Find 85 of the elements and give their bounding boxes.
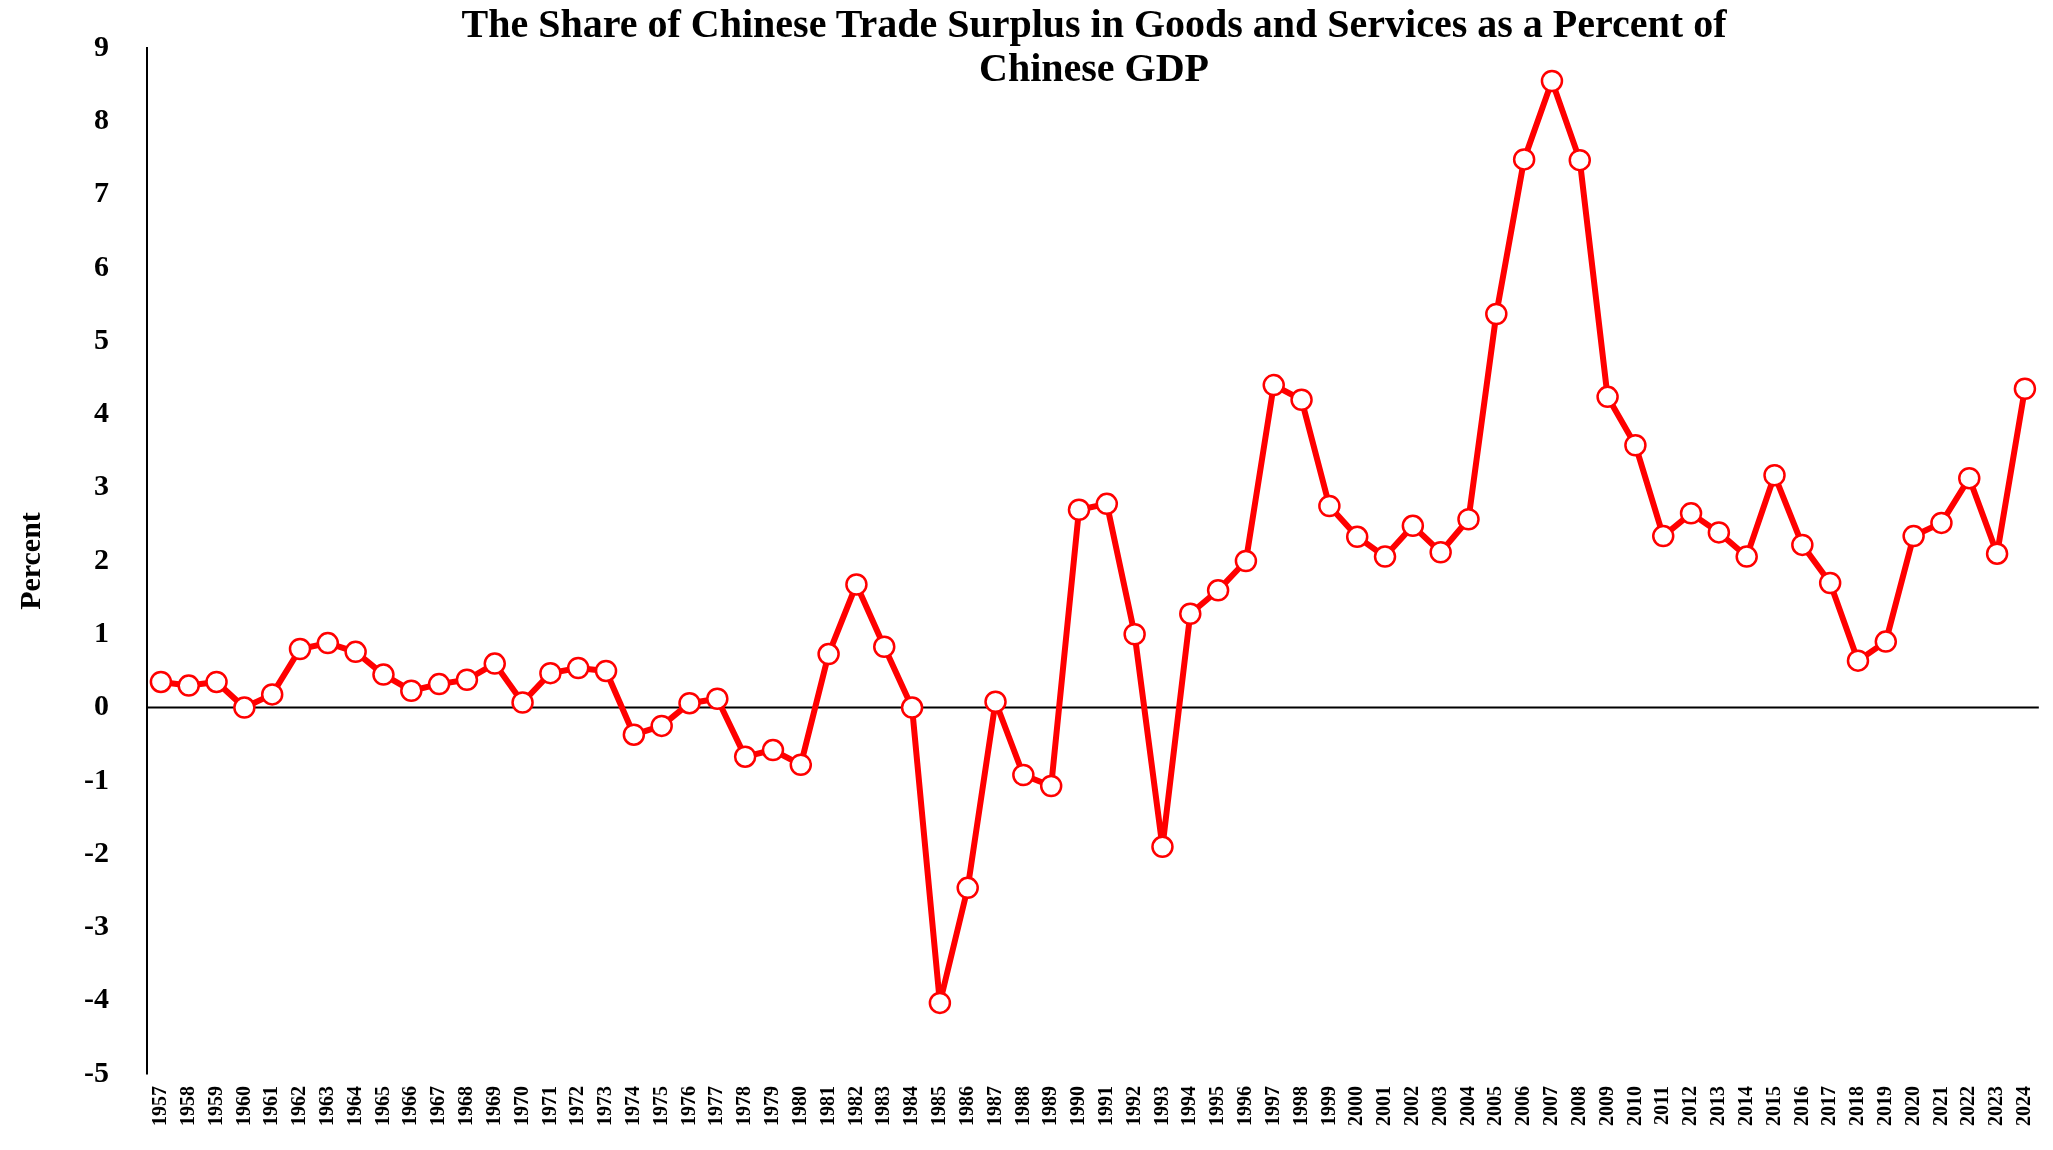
x-tick-label: 1960 xyxy=(231,1086,254,1126)
chart-title: The Share of Chinese Trade Surplus in Goods and Services as a Percent of Chinese GDP xyxy=(460,1,1728,90)
x-tick-label: 1966 xyxy=(398,1086,421,1126)
x-tick-label: 1978 xyxy=(732,1086,755,1126)
x-tick-label: 2001 xyxy=(1372,1086,1395,1126)
x-tick-label: 1961 xyxy=(259,1086,282,1126)
x-tick-label: 1986 xyxy=(954,1086,977,1126)
y-axis-title: Percent xyxy=(12,512,46,610)
x-tick-label: 1973 xyxy=(593,1086,616,1126)
x-tick-label: 1987 xyxy=(982,1086,1005,1126)
x-tick-label: 1984 xyxy=(899,1086,922,1126)
y-tick-label: 0 xyxy=(93,688,109,722)
x-tick-label: 2002 xyxy=(1400,1086,1423,1126)
x-tick-label: 1994 xyxy=(1177,1086,1200,1126)
x-tick-label: 1990 xyxy=(1066,1086,1089,1126)
x-tick-label: 1974 xyxy=(621,1086,644,1126)
x-tick-label: 1998 xyxy=(1288,1086,1311,1126)
x-tick-label: 1971 xyxy=(537,1086,560,1126)
x-tick-label: 2017 xyxy=(1817,1086,1840,1126)
x-tick-label: 1985 xyxy=(927,1086,950,1126)
x-tick-label: 1989 xyxy=(1038,1086,1061,1126)
x-tick-label: 2022 xyxy=(1956,1086,1979,1126)
y-tick-label: -1 xyxy=(83,761,109,795)
x-tick-label: 1979 xyxy=(760,1086,783,1126)
x-tick-label: 1962 xyxy=(287,1086,310,1126)
x-tick-label: 2023 xyxy=(1984,1086,2007,1126)
x-tick-label: 1957 xyxy=(148,1086,171,1126)
x-tick-label: 1975 xyxy=(648,1086,671,1126)
x-tick-label: 2012 xyxy=(1678,1086,1701,1126)
x-tick-label: 1999 xyxy=(1316,1086,1339,1126)
x-tick-label: 2020 xyxy=(1900,1086,1923,1126)
y-tick-label: 8 xyxy=(93,102,109,136)
x-tick-label: 2005 xyxy=(1483,1086,1506,1126)
x-tick-label: 1970 xyxy=(509,1086,532,1126)
x-tick-label: 1993 xyxy=(1149,1086,1172,1126)
x-tick-label: 2003 xyxy=(1427,1086,1450,1126)
x-tick-label: 2015 xyxy=(1761,1086,1784,1126)
y-tick-label: 9 xyxy=(93,28,109,62)
x-tick-label: 1959 xyxy=(203,1086,226,1126)
y-tick-label: 1 xyxy=(93,615,109,649)
y-tick-label: -4 xyxy=(83,981,109,1015)
y-tick-label: 4 xyxy=(93,395,109,429)
x-tick-label: 1997 xyxy=(1260,1086,1283,1126)
y-tick-label: 7 xyxy=(93,175,109,209)
x-tick-label: 1980 xyxy=(787,1086,810,1126)
y-tick-label: 2 xyxy=(93,541,109,575)
x-tick-label: 2010 xyxy=(1622,1086,1645,1126)
x-tick-label: 2004 xyxy=(1455,1086,1478,1126)
y-tick-label: 6 xyxy=(93,248,109,282)
x-tick-label: 2000 xyxy=(1344,1086,1367,1126)
y-tick-label: -3 xyxy=(83,908,109,942)
x-tick-label: 1983 xyxy=(871,1086,894,1126)
x-tick-label: 2007 xyxy=(1539,1086,1562,1126)
x-tick-label: 2014 xyxy=(1733,1086,1756,1126)
x-tick-label: 1996 xyxy=(1233,1086,1256,1126)
x-tick-label: 2024 xyxy=(2012,1086,2035,1126)
x-tick-label: 1967 xyxy=(426,1086,449,1126)
x-tick-label: 1991 xyxy=(1093,1086,1116,1126)
x-tick-label: 1981 xyxy=(815,1086,838,1126)
x-tick-label: 1968 xyxy=(454,1086,477,1126)
x-tick-label: 1995 xyxy=(1205,1086,1228,1126)
x-tick-label: 1982 xyxy=(843,1086,866,1126)
x-tick-label: 1977 xyxy=(704,1086,727,1126)
x-tick-label: 2013 xyxy=(1706,1086,1729,1126)
x-tick-label: 1965 xyxy=(370,1086,393,1126)
y-tick-label: -5 xyxy=(83,1054,109,1088)
x-tick-label: 1992 xyxy=(1121,1086,1144,1126)
x-tick-label: 2011 xyxy=(1650,1086,1673,1125)
x-tick-label: 1969 xyxy=(481,1086,504,1126)
x-tick-label: 2018 xyxy=(1845,1086,1868,1126)
x-tick-label: 1964 xyxy=(342,1086,365,1126)
x-tick-label: 1958 xyxy=(175,1086,198,1126)
x-tick-label: 2008 xyxy=(1566,1086,1589,1126)
x-tick-label: 2021 xyxy=(1928,1086,1951,1126)
x-tick-label: 1988 xyxy=(1010,1086,1033,1126)
y-tick-label: 3 xyxy=(93,468,109,502)
x-tick-label: 1972 xyxy=(565,1086,588,1126)
x-tick-label: 2006 xyxy=(1511,1086,1534,1126)
x-tick-label: 1976 xyxy=(676,1086,699,1126)
x-tick-label: 2016 xyxy=(1789,1086,1812,1126)
x-tick-label: 2019 xyxy=(1872,1086,1895,1126)
x-tick-label: 1963 xyxy=(315,1086,337,1126)
y-tick-label: 5 xyxy=(93,321,109,355)
x-tick-label: 2009 xyxy=(1594,1086,1617,1126)
y-tick-label: -2 xyxy=(83,834,109,868)
